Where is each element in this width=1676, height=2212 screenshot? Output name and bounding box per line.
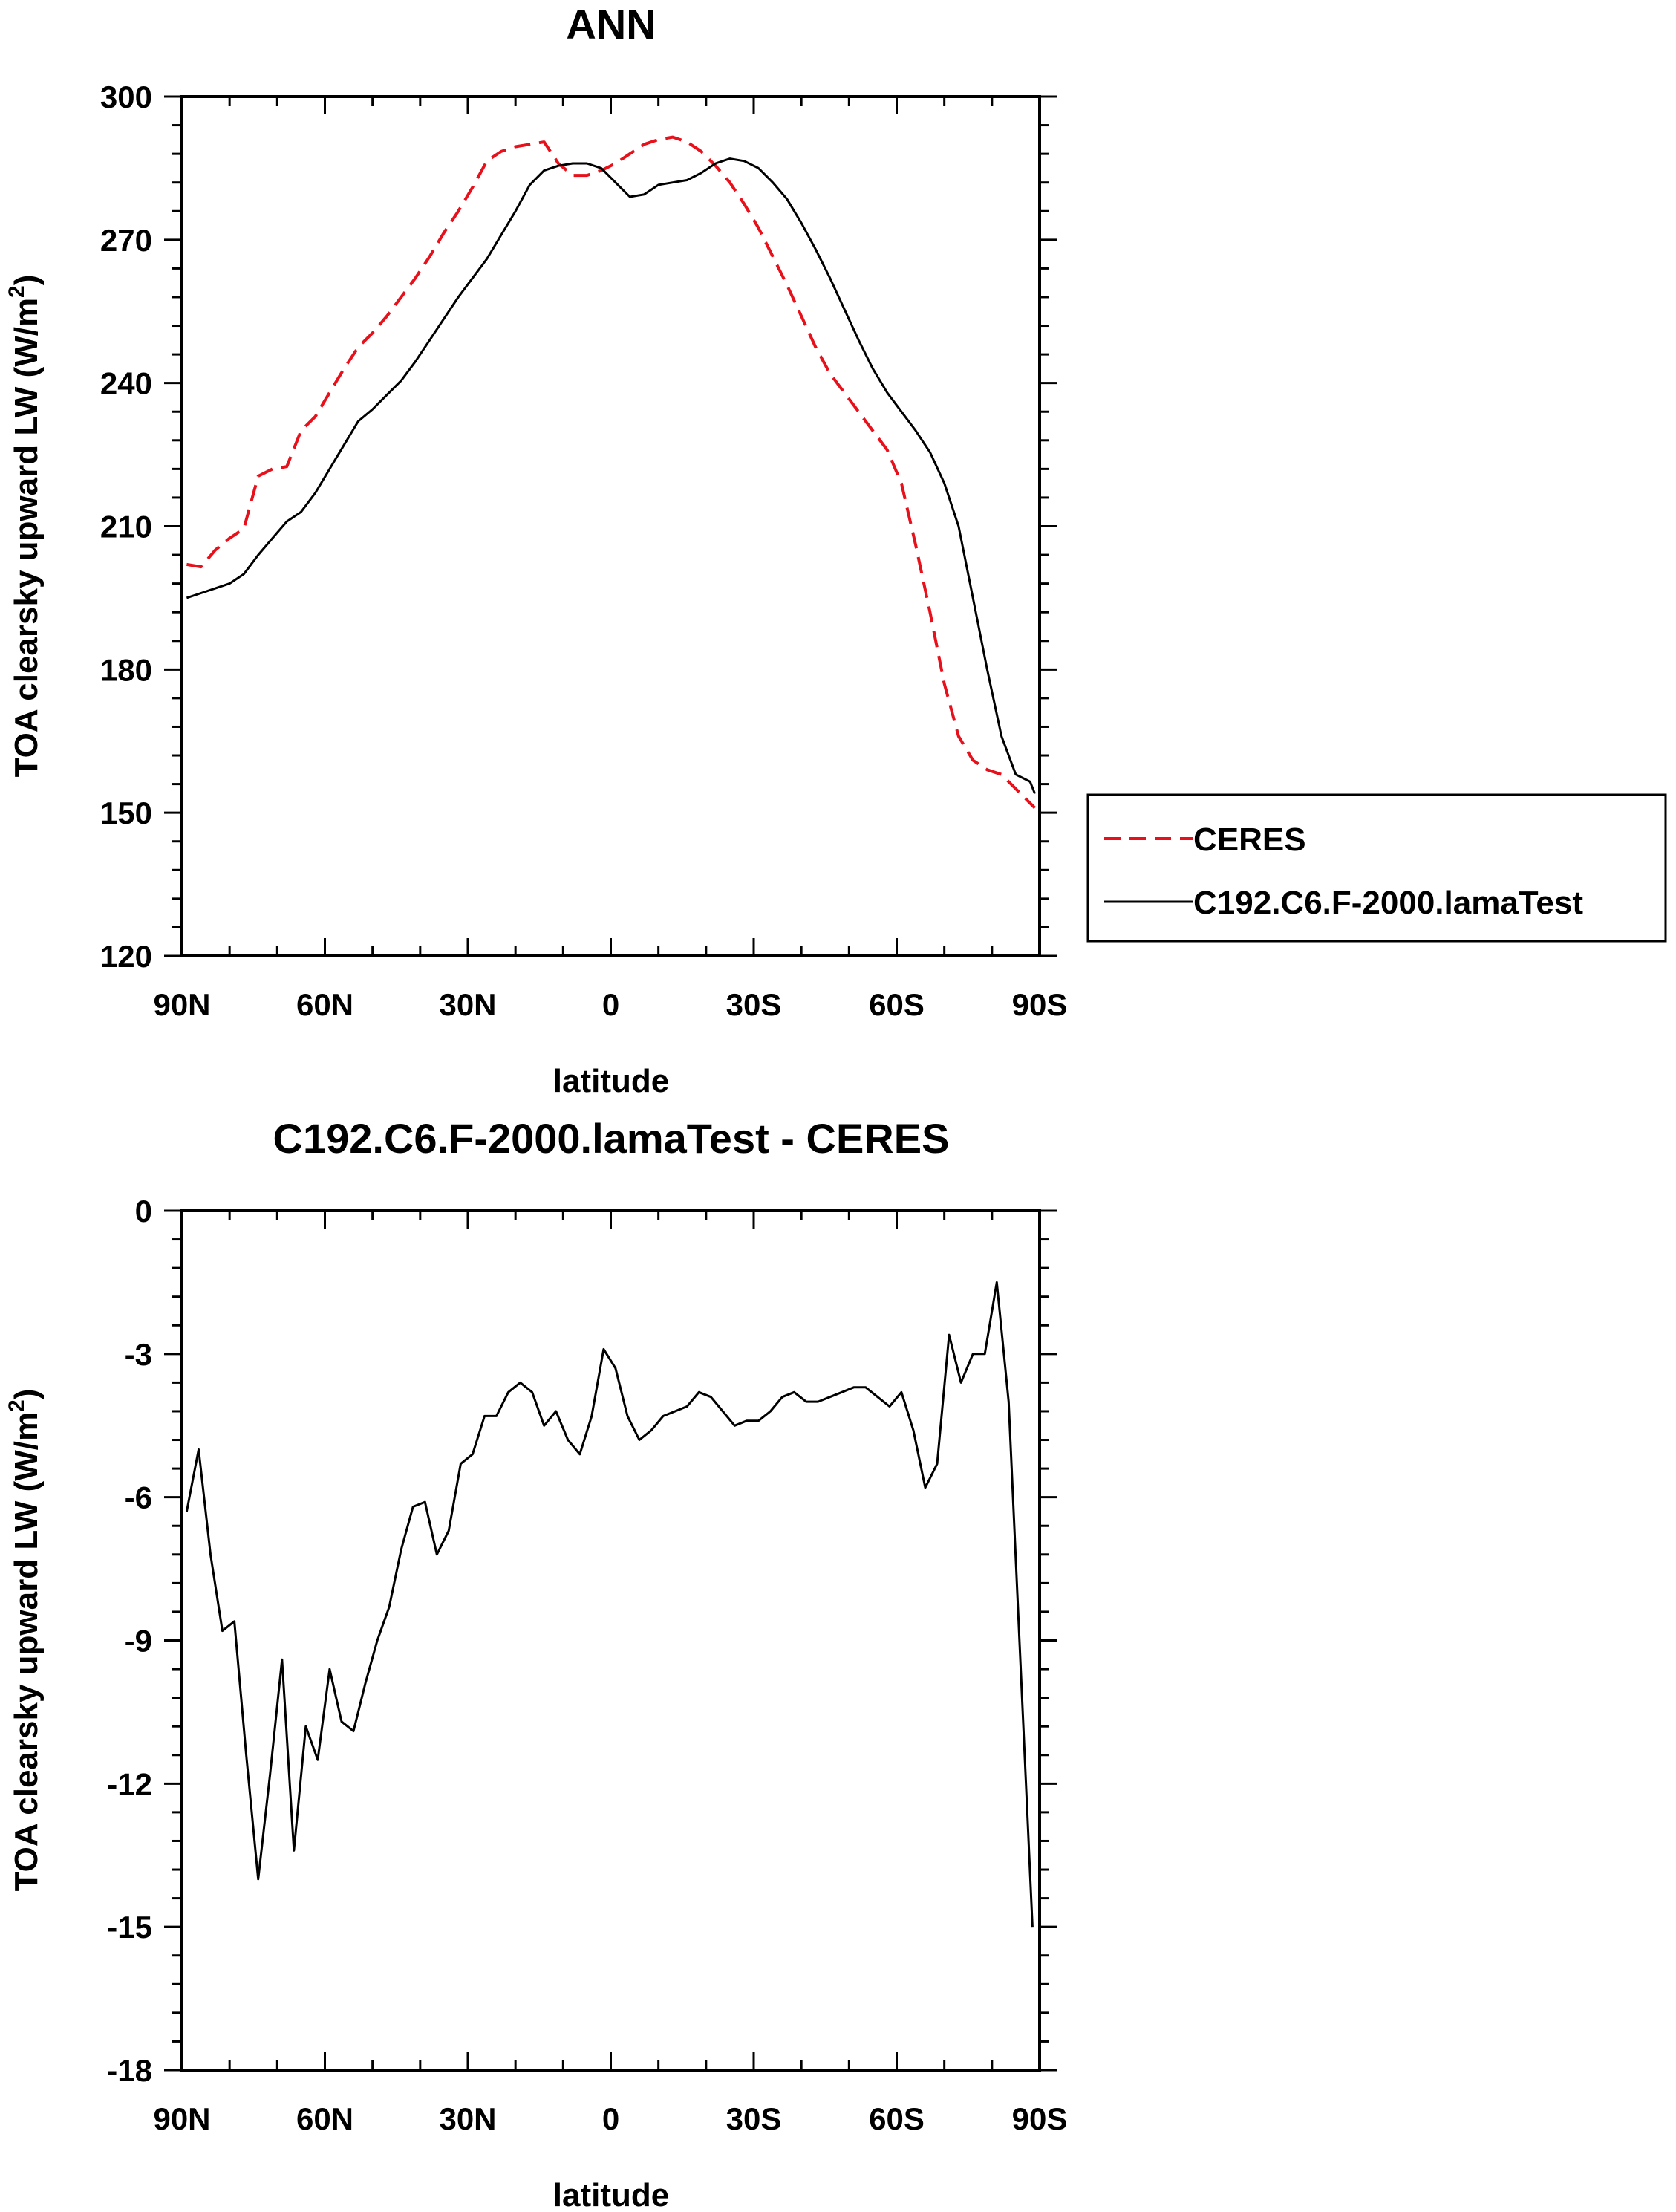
x-tick-label: 90N: [153, 2101, 210, 2136]
y-tick-label: 180: [100, 652, 152, 687]
bottom-axis-ticks: [164, 1209, 1057, 2072]
y-tick-label: -3: [125, 1337, 152, 1372]
y-tick-label: 0: [135, 1194, 152, 1229]
bottom-y-axis-label: TOA clearsky upward LW (W/m2): [4, 1389, 45, 1892]
bottom-x-tick-labels: 90N 60N 30N 0 30S 60S 90S: [153, 2101, 1067, 2136]
y-tick-label: -9: [125, 1624, 152, 1659]
y-tick-label: -12: [107, 1766, 152, 1801]
top-chart-title: ANN: [566, 1, 656, 48]
x-tick-label: 90N: [153, 987, 210, 1022]
top-plot-frame: [180, 95, 1041, 957]
top-chart-panel: ANN 90N 60N 30N 0 30S 60S 90S 120 150 180 210 240 2…: [4, 1, 1067, 1099]
series-line-ceres: [186, 135, 1037, 810]
top-y-tick-labels: 120 150 180 210 240 270 300: [100, 79, 152, 974]
y-tick-label: 150: [100, 796, 152, 830]
legend-label-ceres: CERES: [1193, 822, 1306, 858]
bottom-chart-panel: C192.C6.F-2000.lamaTest - CERES 90N 60N 30…: [4, 1115, 1067, 2212]
bottom-x-axis-label: latitude: [553, 2177, 669, 2212]
y-tick-label: -15: [107, 1910, 152, 1945]
legend-box: [1086, 793, 1667, 943]
x-tick-label: 60N: [296, 2101, 353, 2136]
x-tick-label: 60S: [869, 987, 925, 1022]
top-x-axis-label: latitude: [553, 1063, 669, 1099]
top-axis-ticks: [164, 95, 1057, 957]
series-line-model: [186, 157, 1036, 795]
y-tick-label: -6: [125, 1480, 152, 1515]
legend-label-model: C192.C6.F-2000.lamaTest: [1193, 885, 1583, 921]
x-tick-label: 30N: [439, 2101, 496, 2136]
bottom-plot-frame: [180, 1209, 1041, 2072]
bottom-chart-title: C192.C6.F-2000.lamaTest - CERES: [273, 1115, 950, 1162]
x-tick-label: 0: [602, 2101, 619, 2136]
x-tick-label: 30N: [439, 987, 496, 1022]
top-y-axis-label: TOA clearsky upward LW (W/m2): [4, 275, 45, 778]
bottom-y-tick-labels: 0 -3 -6 -9 -12 -15 -18: [107, 1194, 152, 2088]
x-tick-label: 0: [602, 987, 619, 1022]
series-line-difference: [185, 1281, 1034, 1928]
x-tick-label: 30S: [726, 2101, 782, 2136]
x-tick-label: 30S: [726, 987, 782, 1022]
top-series-lines: [186, 135, 1037, 810]
bottom-series-lines: [185, 1281, 1034, 1928]
y-tick-label: 240: [100, 366, 152, 401]
y-tick-label: 120: [100, 939, 152, 974]
x-tick-label: 60S: [869, 2101, 925, 2136]
x-tick-label: 90S: [1012, 987, 1068, 1022]
legend: CERES C192.C6.F-2000.lamaTest: [1086, 793, 1667, 943]
top-x-tick-labels: 90N 60N 30N 0 30S 60S 90S: [153, 987, 1067, 1022]
y-tick-label: 300: [100, 79, 152, 114]
y-tick-label: -18: [107, 2053, 152, 2088]
y-tick-label: 270: [100, 223, 152, 258]
x-tick-label: 60N: [296, 987, 353, 1022]
y-tick-label: 210: [100, 510, 152, 544]
x-tick-label: 90S: [1012, 2101, 1068, 2136]
